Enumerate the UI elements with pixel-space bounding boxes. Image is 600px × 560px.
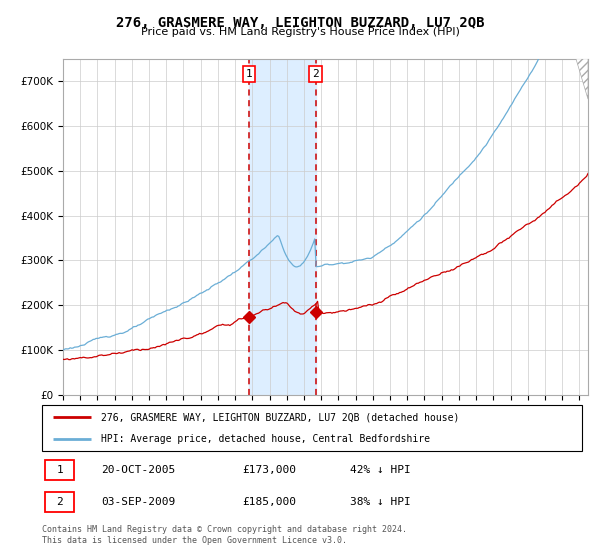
Text: 1: 1 [245,69,252,79]
Text: 20-OCT-2005: 20-OCT-2005 [101,465,176,475]
FancyBboxPatch shape [42,405,582,451]
Text: 2: 2 [56,497,63,507]
Text: £173,000: £173,000 [242,465,296,475]
Text: HPI: Average price, detached house, Central Bedfordshire: HPI: Average price, detached house, Cent… [101,435,430,444]
Polygon shape [576,59,588,99]
Text: 42% ↓ HPI: 42% ↓ HPI [350,465,410,475]
Bar [249,59,316,395]
Text: Price paid vs. HM Land Registry's House Price Index (HPI): Price paid vs. HM Land Registry's House … [140,27,460,38]
Text: 276, GRASMERE WAY, LEIGHTON BUZZARD, LU7 2QB (detached house): 276, GRASMERE WAY, LEIGHTON BUZZARD, LU7… [101,412,460,422]
Text: 38% ↓ HPI: 38% ↓ HPI [350,497,410,507]
FancyBboxPatch shape [45,492,74,512]
Text: Contains HM Land Registry data © Crown copyright and database right 2024.
This d: Contains HM Land Registry data © Crown c… [42,525,407,545]
Text: 276, GRASMERE WAY, LEIGHTON BUZZARD, LU7 2QB: 276, GRASMERE WAY, LEIGHTON BUZZARD, LU7… [116,16,484,30]
Text: £185,000: £185,000 [242,497,296,507]
Text: 1: 1 [56,465,63,475]
Text: 03-SEP-2009: 03-SEP-2009 [101,497,176,507]
Text: 2: 2 [312,69,319,79]
FancyBboxPatch shape [45,460,74,480]
